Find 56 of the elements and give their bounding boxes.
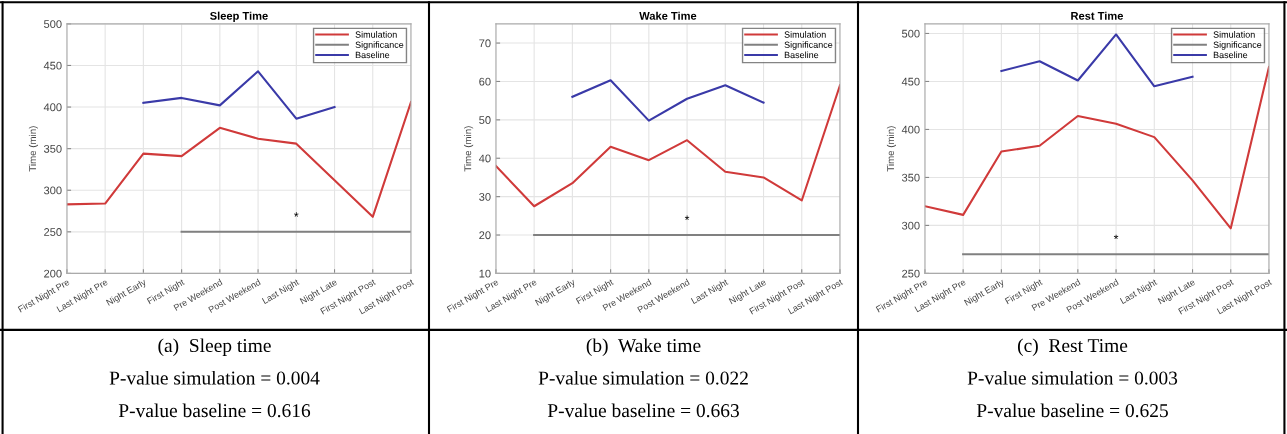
text: P-value baseline = 0.663 <box>547 403 739 418</box>
annotation: * <box>684 215 690 220</box>
y-tick-label: 200 <box>44 269 62 278</box>
y-tick-label: 40 <box>478 154 491 163</box>
y-tick-label: 400 <box>43 103 62 112</box>
text: P-value simulation = 0.022 <box>538 370 748 385</box>
chart-title: Sleep Time <box>210 11 268 23</box>
y-tick-label: 350 <box>43 144 62 153</box>
y-tick-label: 60 <box>479 77 491 86</box>
y-tick-label: 250 <box>902 269 920 278</box>
legend-label: Simulation <box>784 31 826 38</box>
x-tick-label: Last Night <box>1119 278 1159 306</box>
y-tick-label: 300 <box>43 186 62 195</box>
y-tick-label: 10 <box>479 269 491 278</box>
line-series <box>924 66 1269 230</box>
line-series <box>1000 33 1194 88</box>
text: P-value simulation = 0.003 <box>967 370 1178 385</box>
line-series <box>142 70 336 120</box>
line-series <box>571 79 765 122</box>
annotation: * <box>294 212 299 217</box>
y-tick-label: 450 <box>43 61 62 70</box>
annotation: * <box>1113 234 1119 240</box>
text: (c) Rest Time <box>1017 338 1128 357</box>
x-tick-label: Last Night <box>690 278 730 306</box>
legend-label: Significance <box>784 41 833 50</box>
y-tick-label: 50 <box>479 116 491 124</box>
y-tick-label: 500 <box>43 20 62 29</box>
y-tick-label: 20 <box>479 231 491 240</box>
text: P-value baseline = 0.616 <box>118 403 311 418</box>
y-tick-label: 70 <box>479 39 491 48</box>
y-tick-label: 30 <box>479 192 491 201</box>
x-tick-label: Last Night <box>261 278 301 306</box>
text: (a) Sleep time <box>158 338 271 357</box>
legend-label: Simulation <box>1213 31 1255 38</box>
text: P-value simulation = 0.004 <box>109 370 320 385</box>
y-axis-title: Time (min) <box>464 126 474 172</box>
y-tick-label: 300 <box>901 221 920 230</box>
line-series <box>66 101 411 218</box>
text: P-value baseline = 0.625 <box>976 403 1168 418</box>
y-tick-label: 500 <box>901 29 920 38</box>
chart-title: Rest Time <box>1071 11 1124 20</box>
legend-label: Significance <box>355 41 404 50</box>
text: (b) Wake time <box>586 338 701 357</box>
legend-label: Baseline <box>355 51 390 59</box>
y-tick-label: 250 <box>44 228 62 236</box>
y-axis-title: Time (min) <box>28 126 38 172</box>
legend-label: Baseline <box>784 51 819 59</box>
y-tick-label: 450 <box>901 77 920 86</box>
line-series <box>495 84 840 208</box>
y-tick-label: 350 <box>901 173 920 182</box>
legend-label: Simulation <box>355 31 397 38</box>
legend-label: Significance <box>1213 41 1262 50</box>
legend-label: Baseline <box>1213 51 1248 59</box>
chart-title: Wake Time <box>639 11 697 20</box>
y-axis-title: Time (min) <box>886 126 896 172</box>
y-tick-label: 400 <box>901 125 920 134</box>
